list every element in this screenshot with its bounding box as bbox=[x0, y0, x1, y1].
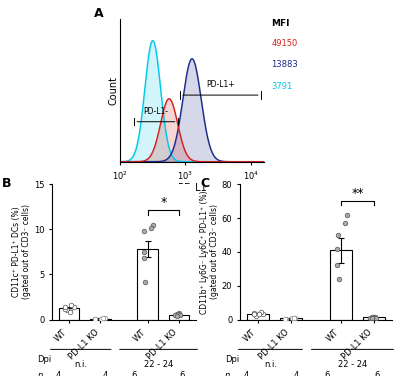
Point bbox=[62, 306, 68, 312]
Bar bbox=[58, 308, 79, 320]
Text: **: ** bbox=[351, 187, 364, 200]
Point bbox=[92, 316, 98, 322]
Point bbox=[101, 315, 108, 321]
Point bbox=[141, 228, 148, 234]
Text: 3791: 3791 bbox=[271, 82, 292, 91]
Point bbox=[253, 313, 260, 319]
Point bbox=[260, 311, 266, 317]
Point bbox=[367, 315, 373, 321]
Text: MFI: MFI bbox=[271, 19, 290, 28]
Point bbox=[342, 220, 348, 226]
Point bbox=[250, 311, 257, 317]
Y-axis label: CD11b⁺ Ly6G⁻ Ly6C⁺ PD-L1⁺ (%)
(gated out of CD3⁻ cells): CD11b⁺ Ly6G⁻ Ly6C⁺ PD-L1⁺ (%) (gated out… bbox=[200, 190, 219, 314]
Bar bbox=[169, 315, 190, 320]
Point bbox=[250, 310, 257, 316]
Y-axis label: Count: Count bbox=[109, 76, 119, 105]
Point bbox=[175, 311, 182, 317]
Text: 6: 6 bbox=[179, 371, 184, 376]
Point bbox=[141, 249, 147, 255]
Text: 6: 6 bbox=[131, 371, 137, 376]
Text: A: A bbox=[94, 8, 104, 20]
Point bbox=[344, 212, 350, 218]
Point bbox=[62, 303, 68, 309]
Point bbox=[92, 316, 98, 322]
Point bbox=[68, 302, 75, 308]
X-axis label: PD-L1: PD-L1 bbox=[178, 183, 206, 193]
Point bbox=[177, 312, 184, 318]
Point bbox=[64, 307, 70, 313]
Point bbox=[289, 315, 296, 321]
Point bbox=[282, 315, 288, 321]
Text: C: C bbox=[200, 177, 210, 191]
Text: 22 - 24: 22 - 24 bbox=[144, 360, 173, 369]
Point bbox=[67, 309, 73, 315]
Point bbox=[371, 314, 378, 320]
Text: *: * bbox=[160, 196, 166, 209]
Bar bbox=[364, 317, 385, 320]
Text: PD-L1-: PD-L1- bbox=[144, 107, 168, 116]
Point bbox=[142, 279, 149, 285]
Point bbox=[148, 224, 155, 230]
Text: B: B bbox=[2, 177, 11, 191]
Bar bbox=[247, 314, 268, 320]
Point bbox=[282, 316, 289, 322]
Bar bbox=[90, 318, 110, 320]
Text: 4: 4 bbox=[103, 371, 108, 376]
Text: 49150: 49150 bbox=[271, 39, 298, 48]
Point bbox=[257, 309, 264, 315]
Text: 22 - 24: 22 - 24 bbox=[338, 360, 367, 369]
Point bbox=[368, 315, 375, 321]
Point bbox=[172, 312, 178, 318]
Text: n: n bbox=[38, 371, 43, 376]
Bar bbox=[330, 250, 352, 320]
Point bbox=[150, 222, 156, 228]
Point bbox=[334, 232, 341, 238]
Text: 4: 4 bbox=[55, 371, 60, 376]
Point bbox=[256, 311, 262, 317]
Point bbox=[141, 255, 147, 261]
Point bbox=[334, 246, 340, 252]
Bar bbox=[280, 318, 302, 320]
Point bbox=[174, 313, 180, 319]
Bar bbox=[138, 249, 158, 320]
Text: 4: 4 bbox=[294, 371, 299, 376]
Point bbox=[370, 314, 377, 320]
Text: n.i.: n.i. bbox=[264, 360, 277, 369]
Text: Dpi: Dpi bbox=[38, 355, 52, 364]
Point bbox=[336, 276, 342, 282]
Point bbox=[176, 310, 183, 316]
Point bbox=[290, 315, 297, 321]
Point bbox=[174, 311, 180, 317]
Point bbox=[100, 315, 106, 321]
Text: n: n bbox=[225, 371, 230, 376]
Y-axis label: CD11c⁺ PD-L1⁺ DCs (%)
(gated out of CD3⁻ cells): CD11c⁺ PD-L1⁺ DCs (%) (gated out of CD3⁻… bbox=[12, 205, 31, 299]
Point bbox=[372, 315, 379, 321]
Text: 6: 6 bbox=[324, 371, 329, 376]
Point bbox=[71, 305, 77, 311]
Text: 6: 6 bbox=[374, 371, 380, 376]
Text: PD-L1+: PD-L1+ bbox=[206, 80, 235, 89]
Text: 4: 4 bbox=[244, 371, 249, 376]
Text: 13883: 13883 bbox=[271, 60, 298, 69]
Text: n.i.: n.i. bbox=[74, 360, 87, 369]
Point bbox=[98, 315, 105, 321]
Point bbox=[334, 262, 340, 268]
Point bbox=[368, 314, 375, 320]
Text: Dpi: Dpi bbox=[225, 355, 239, 364]
Point bbox=[292, 315, 299, 321]
